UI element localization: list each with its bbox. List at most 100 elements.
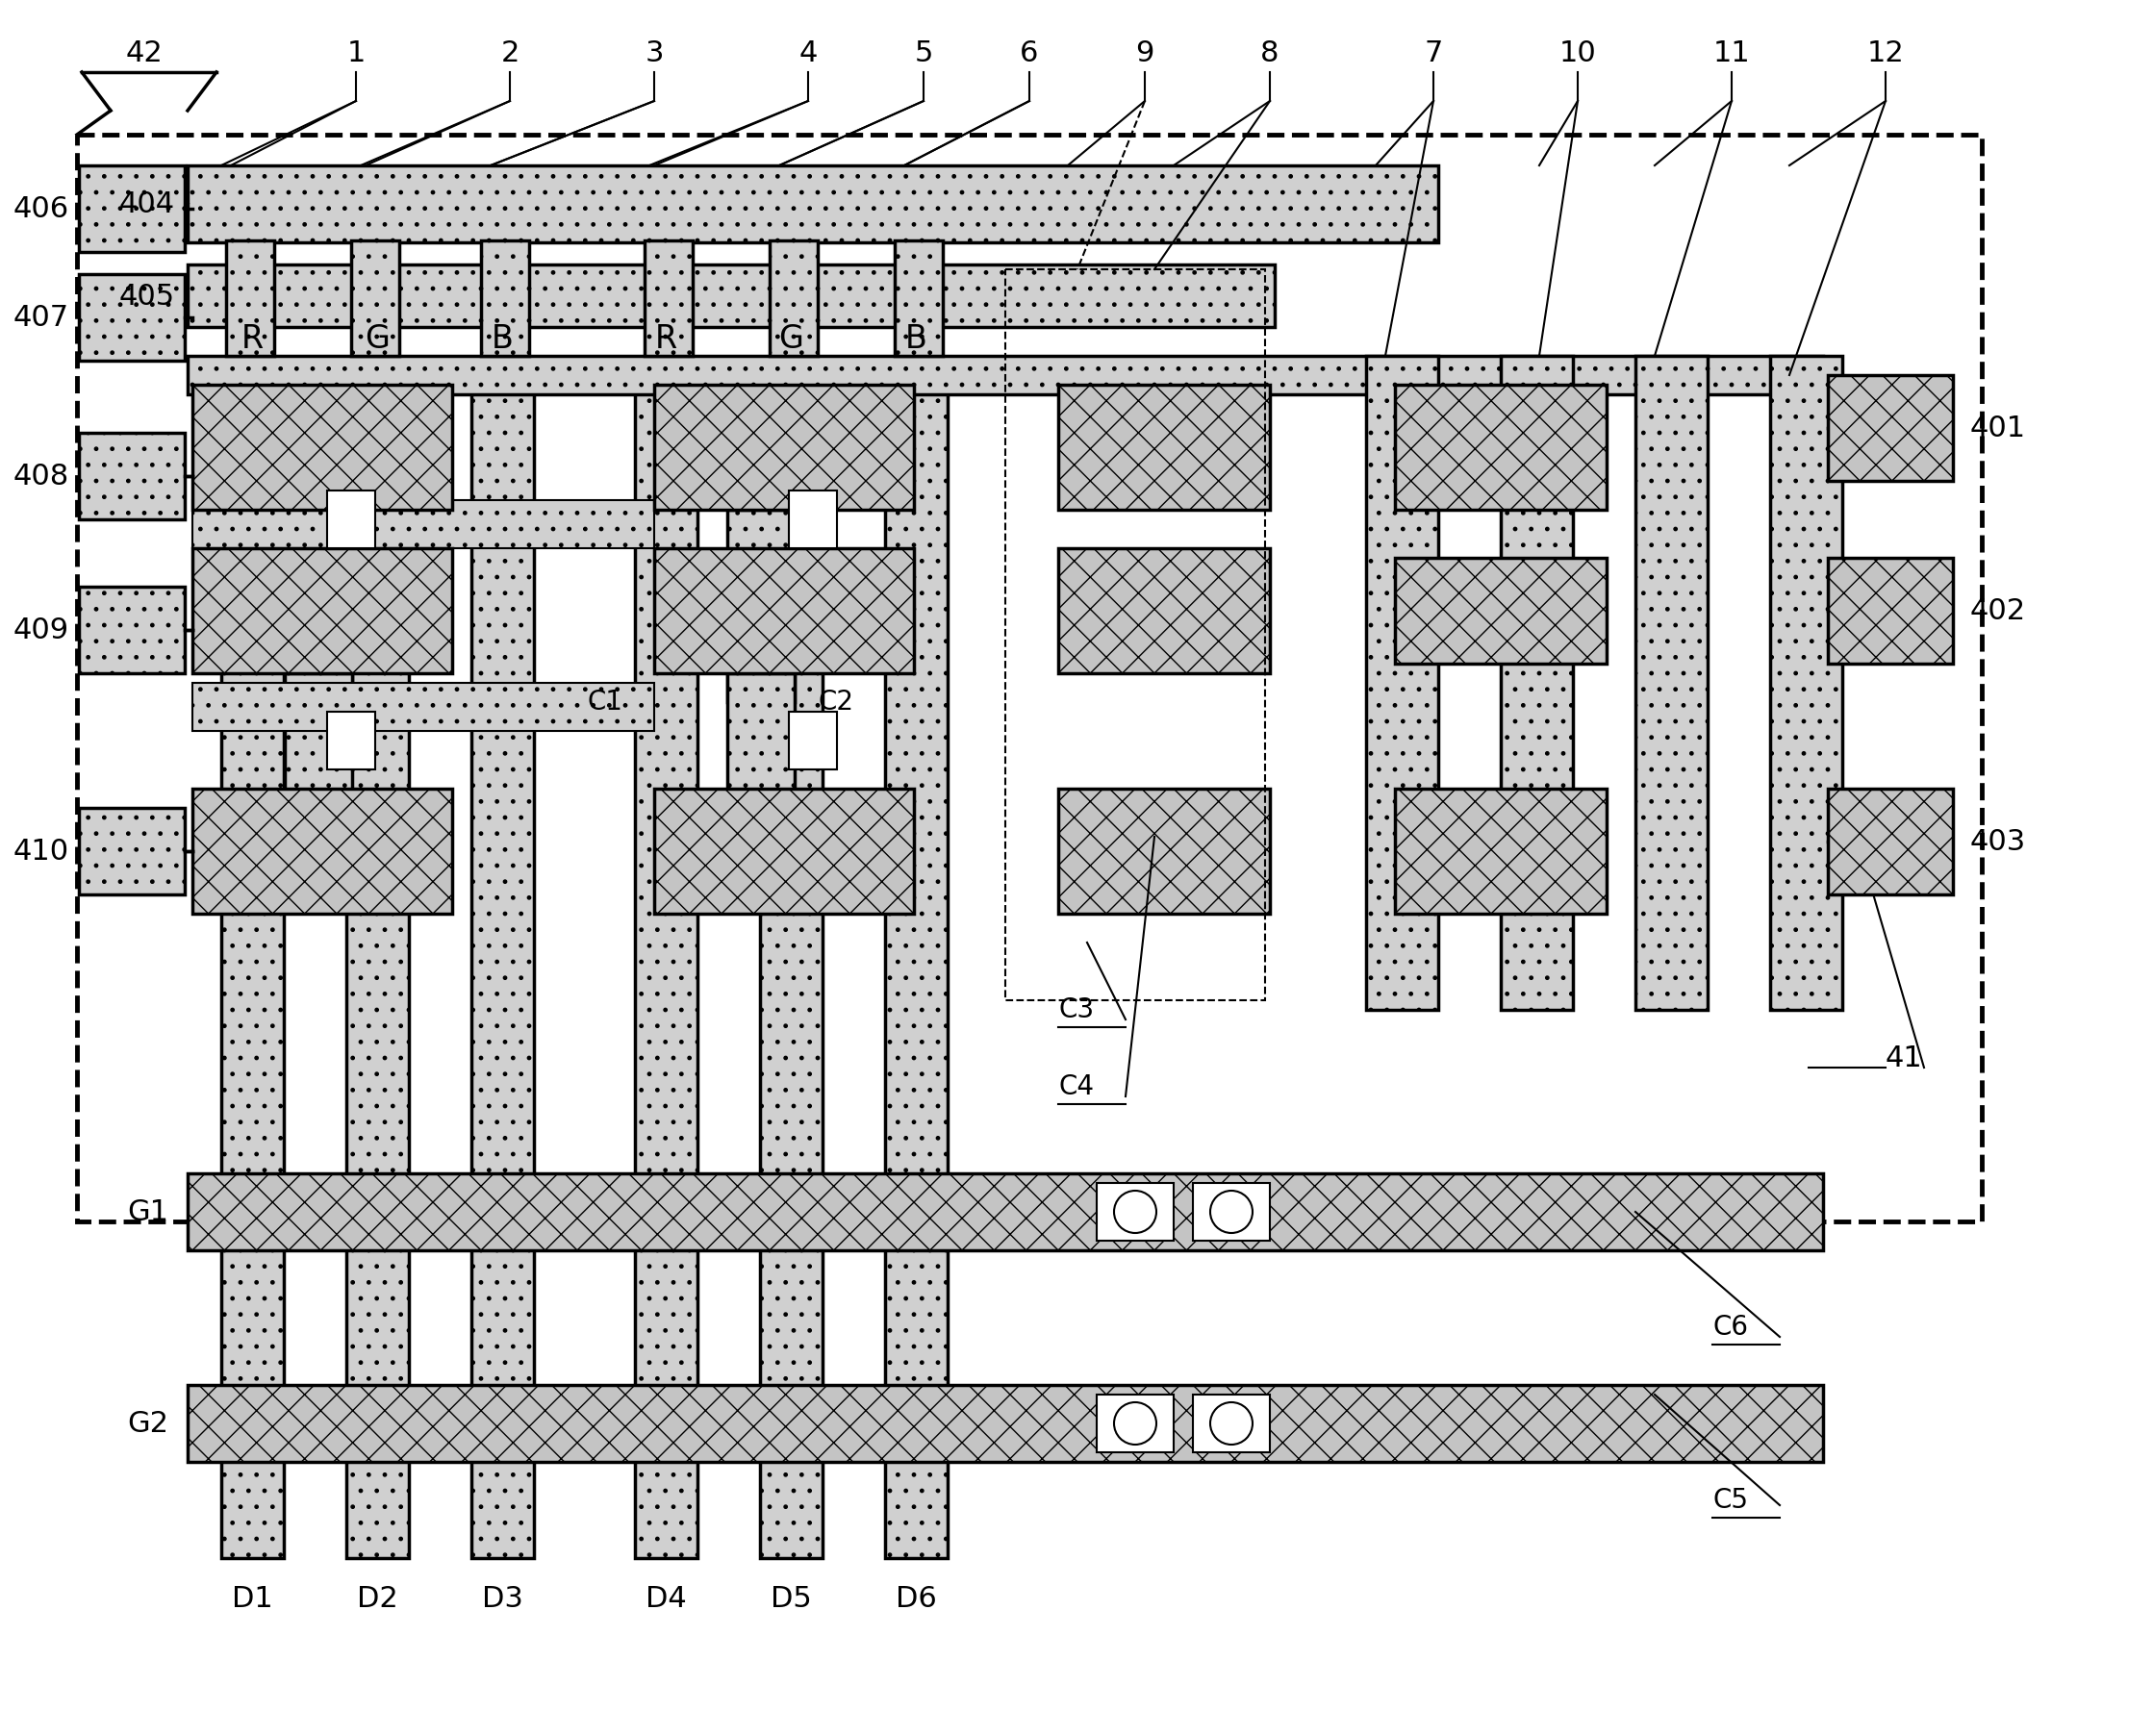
Text: 1: 1 [347, 38, 366, 68]
Bar [187, 1385, 1824, 1462]
Text: 42: 42 [125, 38, 164, 68]
Text: 4: 4 [799, 38, 818, 68]
Text: C4: C4 [1059, 1073, 1094, 1101]
Bar [655, 385, 913, 510]
Bar [192, 788, 452, 913]
Bar [192, 549, 452, 674]
Bar [187, 356, 1824, 394]
Text: G1: G1 [127, 1198, 168, 1226]
Bar [1395, 788, 1606, 913]
Bar [728, 510, 794, 701]
Text: D4: D4 [646, 1585, 687, 1613]
Text: 401: 401 [1970, 415, 2026, 443]
Text: 408: 408 [13, 462, 69, 490]
Text: R: R [241, 323, 263, 354]
Text: 402: 402 [1970, 597, 2026, 625]
Text: 12: 12 [1867, 38, 1903, 68]
Bar [1193, 1394, 1270, 1453]
Bar [1501, 356, 1574, 1010]
Text: 10: 10 [1559, 38, 1595, 68]
Bar [655, 549, 913, 674]
Text: 3: 3 [644, 38, 663, 68]
Text: 406: 406 [13, 194, 69, 222]
Text: C2: C2 [818, 689, 853, 715]
Bar [80, 807, 185, 894]
Bar [1770, 356, 1843, 1010]
Bar [1395, 557, 1606, 663]
Bar [1828, 557, 1953, 663]
Text: 8: 8 [1260, 38, 1279, 68]
Bar [222, 375, 284, 1559]
Bar [896, 241, 943, 356]
Bar [1059, 788, 1270, 913]
Text: 6: 6 [1021, 38, 1038, 68]
Bar [80, 165, 185, 252]
Text: 403: 403 [1970, 828, 2026, 856]
Text: 11: 11 [1714, 38, 1750, 68]
Bar [80, 587, 185, 674]
Bar [644, 241, 693, 356]
Text: 7: 7 [1423, 38, 1443, 68]
Bar [80, 432, 185, 519]
Bar [327, 491, 375, 549]
Bar [1096, 1394, 1173, 1453]
Bar [192, 500, 655, 549]
Bar [788, 491, 838, 549]
Bar [885, 375, 947, 1559]
Bar [1005, 269, 1266, 1000]
Bar [472, 375, 534, 1559]
Bar [1096, 1182, 1173, 1241]
Text: D3: D3 [482, 1585, 523, 1613]
Bar [226, 241, 273, 356]
Bar [728, 674, 794, 818]
Text: 404: 404 [118, 189, 174, 217]
Bar [1365, 356, 1438, 1010]
Text: 409: 409 [13, 616, 69, 644]
Text: 2: 2 [499, 38, 519, 68]
Text: D1: D1 [233, 1585, 273, 1613]
Text: G: G [364, 323, 390, 354]
Text: G: G [779, 323, 803, 354]
Bar [1828, 375, 1953, 481]
Bar [187, 1174, 1824, 1250]
Bar [192, 682, 655, 731]
Bar [1828, 788, 1953, 894]
Bar [351, 241, 398, 356]
Bar [284, 510, 353, 701]
Bar [187, 264, 1275, 326]
Bar [347, 375, 409, 1559]
Text: 5: 5 [915, 38, 932, 68]
Bar [760, 375, 822, 1559]
Text: G2: G2 [127, 1410, 168, 1437]
Text: C6: C6 [1712, 1314, 1748, 1340]
Text: B: B [491, 323, 512, 354]
Text: C1: C1 [588, 689, 622, 715]
Bar [1059, 385, 1270, 510]
Text: 9: 9 [1135, 38, 1154, 68]
Bar [480, 241, 530, 356]
Text: 410: 410 [13, 837, 69, 865]
Text: C3: C3 [1059, 996, 1094, 1023]
Bar [78, 135, 1981, 1222]
Text: 407: 407 [13, 304, 69, 332]
Bar [655, 788, 913, 913]
Bar [1059, 549, 1270, 674]
Text: C5: C5 [1712, 1488, 1748, 1514]
Bar [635, 375, 698, 1559]
Bar [1193, 1182, 1270, 1241]
Bar [192, 385, 452, 510]
Text: D2: D2 [357, 1585, 398, 1613]
Bar [80, 274, 185, 361]
Text: 405: 405 [118, 283, 174, 311]
Bar [327, 712, 375, 769]
Bar [788, 712, 838, 769]
Text: D6: D6 [896, 1585, 937, 1613]
Bar [1395, 385, 1606, 510]
Bar [187, 165, 1438, 243]
Bar [284, 674, 353, 818]
Text: B: B [904, 323, 926, 354]
Text: 41: 41 [1886, 1043, 1923, 1071]
Text: D5: D5 [771, 1585, 812, 1613]
Text: R: R [655, 323, 676, 354]
Bar [769, 241, 818, 356]
